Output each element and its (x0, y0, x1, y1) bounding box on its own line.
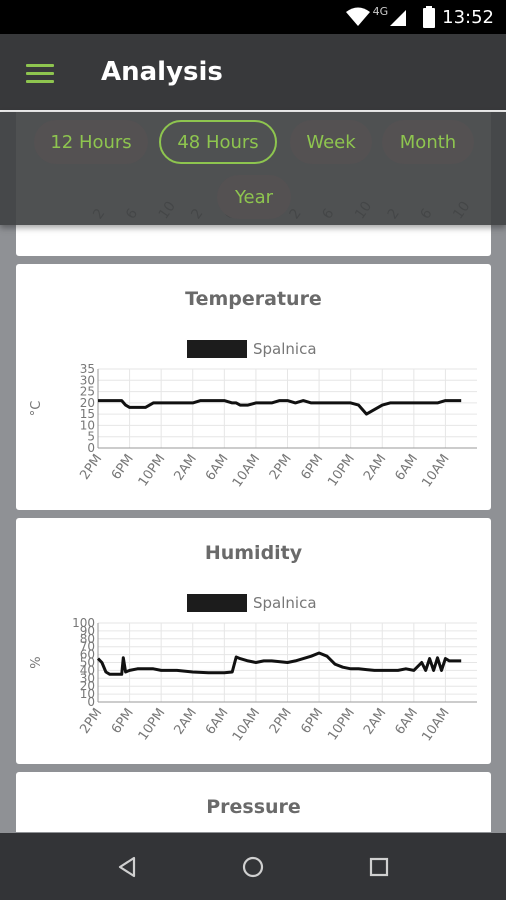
x-tick-label: 2PM (77, 706, 105, 737)
menu-icon[interactable] (26, 64, 54, 84)
y-tick-label: 30 (80, 671, 95, 685)
network-type-label: 4G (372, 4, 389, 18)
x-tick-label: 6PM (109, 452, 137, 483)
y-tick-label: 5 (87, 430, 95, 444)
home-icon[interactable] (233, 847, 273, 887)
y-tick-label: 0 (87, 441, 95, 455)
status-bar: 4G 13:52 (0, 0, 506, 34)
clock: 13:52 (442, 6, 494, 28)
y-tick-label: 20 (80, 679, 95, 693)
humidity-card: Humidity Spalnica 0 10 20 30 40 50 60 70 80 90 100… (16, 518, 491, 764)
x-tick-label: 10PM (325, 706, 358, 744)
x-tick-label: 10PM (325, 452, 358, 490)
legend-swatch (187, 594, 247, 612)
x-tick-label: 6PM (298, 452, 326, 483)
battery-icon (423, 6, 436, 28)
wifi-icon (345, 7, 370, 26)
x-tick-label: 6AM (393, 706, 422, 738)
x-tick-label: 2PM (77, 452, 105, 483)
x-tick-label: 10AM (230, 706, 263, 745)
temperature-legend[interactable]: Spalnica (187, 340, 317, 358)
x-tick-label: 2AM (171, 452, 200, 484)
tab-year[interactable]: Year (217, 175, 291, 219)
legend-label: Spalnica (253, 594, 317, 612)
time-range-tabs: 12 Hours 48 Hours Week Month Year (0, 112, 506, 225)
x-tick-label: 10PM (136, 452, 169, 490)
y-tick-label: 35 (80, 362, 95, 376)
y-tick-label: 40 (80, 663, 95, 677)
x-tick-label: 2PM (267, 452, 295, 483)
series-line-spalnica (98, 399, 462, 416)
x-tick-label: 2AM (361, 452, 390, 484)
back-icon[interactable] (108, 847, 148, 887)
x-tick-label: 10AM (230, 452, 263, 491)
temperature-card: Temperature Spalnica 0 5 10 15 20 25 30 35 2PM 6P… (16, 264, 491, 510)
legend-swatch (187, 340, 247, 358)
page-title: Analysis (101, 57, 223, 87)
x-tick-label: 2AM (361, 706, 390, 738)
y-tick-label: 80 (80, 632, 95, 646)
app-bar: Analysis (0, 34, 506, 112)
series-line-spalnica (96, 651, 462, 676)
y-tick-label: 25 (80, 385, 95, 399)
y-tick-label: 0 (87, 695, 95, 709)
x-tick-label: 2PM (267, 706, 295, 737)
pressure-title: Pressure (206, 796, 301, 818)
y-tick-label: 30 (80, 373, 95, 387)
y-tick-label: 10 (80, 418, 95, 432)
humidity-title: Humidity (204, 542, 303, 564)
y-tick-label: 15 (80, 407, 95, 421)
y-tick-label: 20 (80, 396, 95, 410)
system-nav-bar (0, 833, 506, 900)
tab-48-hours[interactable]: 48 Hours (159, 120, 277, 164)
x-tick-label: 10PM (136, 706, 169, 744)
y-axis-label: % (29, 656, 44, 668)
tab-week[interactable]: Week (290, 120, 372, 164)
y-tick-label: 50 (80, 656, 95, 670)
y-tick-label: 90 (80, 624, 95, 638)
humidity-legend[interactable]: Spalnica (187, 594, 317, 612)
y-tick-label: 100 (72, 616, 95, 630)
x-tick-label: 6AM (393, 452, 422, 484)
x-tick-label: 6AM (203, 452, 232, 484)
y-tick-label: 10 (80, 687, 95, 701)
x-tick-label: 10AM (419, 452, 452, 491)
x-tick-label: 6PM (298, 706, 326, 737)
x-tick-label: 2AM (171, 706, 200, 738)
temperature-title: Temperature (185, 288, 322, 310)
y-axis-label: °C (29, 401, 44, 417)
signal-icon (390, 10, 407, 26)
recents-icon[interactable] (359, 847, 399, 887)
x-tick-label: 6AM (203, 706, 232, 738)
x-tick-label: 6PM (109, 706, 137, 737)
pressure-card: Pressure (16, 772, 491, 832)
tab-month[interactable]: Month (382, 120, 474, 164)
y-tick-label: 70 (80, 640, 95, 654)
y-tick-label: 60 (80, 648, 95, 662)
x-tick-label: 10AM (419, 706, 452, 745)
tab-12-hours[interactable]: 12 Hours (34, 120, 148, 164)
legend-label: Spalnica (253, 340, 317, 358)
